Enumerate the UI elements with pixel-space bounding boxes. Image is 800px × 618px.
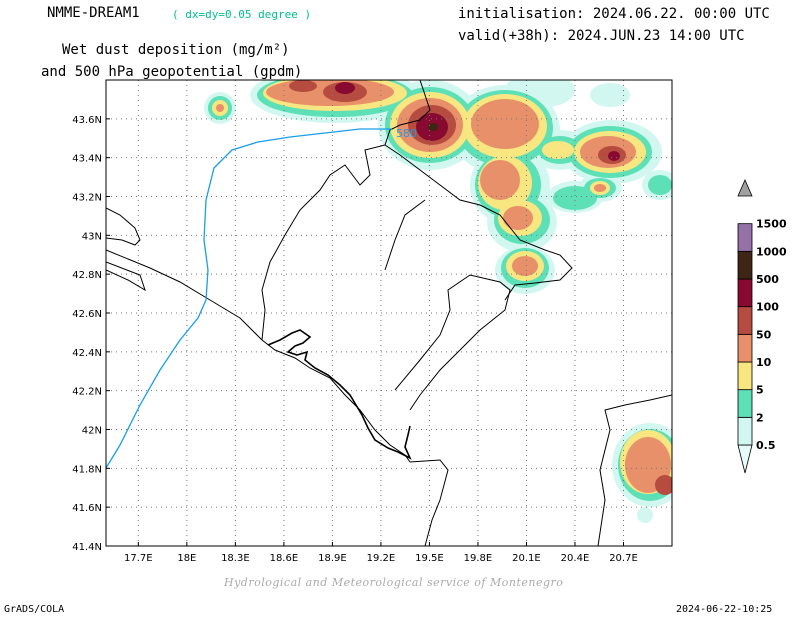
- lon-tick-label: 18.6E: [270, 553, 299, 564]
- colorbar-label: 0.5: [756, 439, 776, 452]
- lat-tick-label: 43N: [82, 231, 102, 242]
- lat-tick-label: 41.8N: [72, 464, 102, 475]
- map-title-line2: and 500 hPa geopotential (gpdm): [41, 64, 303, 80]
- lat-tick-label: 42N: [82, 426, 102, 437]
- colorbar-swatch: [737, 179, 753, 197]
- colorbar-swatch: [737, 361, 753, 391]
- map-title-line1: Wet dust deposition (mg/m²): [62, 42, 290, 58]
- colorbar-swatch: [737, 333, 753, 363]
- lat-tick-label: 41.6N: [72, 503, 102, 514]
- lat-tick-label: 43.2N: [72, 193, 102, 204]
- colorbar-label: 100: [756, 301, 779, 314]
- colorbar-swatch: [737, 250, 753, 280]
- colorbar-swatch: [737, 444, 753, 474]
- lon-tick-label: 19.8E: [464, 553, 493, 564]
- colorbar-label: 5: [756, 384, 764, 397]
- border: [384, 144, 573, 301]
- colorbar-swatch: [737, 223, 753, 252]
- valid-time: valid(+38h): 2024.JUN.23 14:00 UTC: [458, 28, 745, 44]
- border: [409, 459, 449, 546]
- coastline: [106, 207, 141, 246]
- lat-tick-label: 43.4N: [72, 154, 102, 165]
- colorbar-label: 10: [756, 356, 772, 369]
- dust-deposition-field: [204, 80, 672, 523]
- lon-tick-label: 18.9E: [318, 553, 347, 564]
- lon-tick-label: 20.1E: [512, 553, 541, 564]
- border: [384, 199, 426, 271]
- colorbar-swatch: [737, 306, 753, 335]
- colorbar: 0.5 2 5 10 50 100 500 1000 1500: [737, 179, 787, 474]
- credit-text: Hydrological and Meteorological service …: [224, 576, 564, 589]
- lon-tick-label: 20.7E: [609, 553, 638, 564]
- lat-tick-label: 42.2N: [72, 387, 102, 398]
- geopotential-contour-580: [106, 128, 392, 469]
- init-time: initialisation: 2024.06.22. 00:00 UTC: [458, 6, 770, 22]
- lat-tick-label: 42.8N: [72, 270, 102, 281]
- coastline: [106, 261, 146, 292]
- lat-tick-label: 43.6N: [72, 115, 102, 126]
- border: [597, 394, 672, 546]
- lon-tick-label: 20.4E: [561, 553, 590, 564]
- border: [394, 274, 511, 411]
- colorbar-label: 50: [756, 328, 772, 341]
- lat-tick-label: 41.4N: [72, 542, 102, 553]
- border: [261, 80, 431, 341]
- colorbar-label: 500: [756, 273, 779, 286]
- map-boundaries: [106, 80, 672, 546]
- lat-tick-label: 42.6N: [72, 309, 102, 320]
- colorbar-swatch: [737, 389, 753, 418]
- lon-tick-label: 18.3E: [221, 553, 250, 564]
- coast-montenegro: [267, 329, 412, 460]
- colorbar-swatch: [737, 416, 753, 446]
- render-timestamp: 2024-06-22-10:25: [676, 604, 773, 615]
- colorbar-label: 1500: [756, 218, 787, 231]
- axis-ticks: 17.7E 18E 18.3E 18.6E 18.9E 19.2E 19.5E 19.8E 20…: [72, 115, 638, 564]
- colorbar-swatch: [737, 278, 753, 308]
- lon-tick-label: 19.5E: [415, 553, 444, 564]
- lon-tick-label: 18E: [177, 553, 196, 564]
- lat-tick-label: 42.4N: [72, 348, 102, 359]
- model-name: NMME-DREAM1: [47, 5, 140, 21]
- coastline: [106, 249, 411, 463]
- lon-tick-label: 19.2E: [367, 553, 396, 564]
- model-resolution: ( dx=dy=0.05 degree ): [172, 8, 312, 21]
- software-label: GrADS/COLA: [4, 604, 65, 615]
- lon-tick-label: 17.7E: [124, 553, 153, 564]
- colorbar-label: 1000: [756, 245, 787, 258]
- colorbar-label: 2: [756, 411, 764, 424]
- contour-label: 580: [396, 127, 417, 140]
